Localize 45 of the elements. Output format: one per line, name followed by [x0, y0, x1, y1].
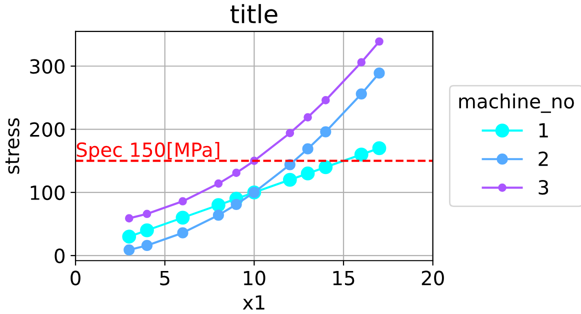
- point: [320, 126, 332, 138]
- point: [141, 240, 153, 252]
- point: [124, 244, 135, 256]
- point: [375, 37, 384, 46]
- point: [302, 143, 314, 154]
- point: [177, 227, 188, 238]
- point: [282, 172, 297, 187]
- point: [372, 141, 386, 156]
- point: [230, 198, 242, 210]
- ref-line-label: Spec 150[MPa]: [76, 142, 220, 161]
- y-tick-label: 200: [30, 122, 65, 137]
- point: [357, 58, 366, 67]
- y-tick-label: 300: [30, 59, 65, 74]
- point: [142, 210, 152, 218]
- x-tick-label: 15: [333, 270, 354, 286]
- point: [212, 210, 224, 221]
- legend-label: 2: [538, 151, 548, 166]
- x-tick-label: 20: [422, 270, 444, 286]
- point: [178, 197, 187, 206]
- legend-label: 3: [538, 180, 548, 195]
- point: [122, 230, 136, 244]
- point: [354, 148, 368, 162]
- y-axis-title: stress: [5, 118, 20, 174]
- point: [321, 96, 330, 104]
- point: [356, 88, 367, 100]
- legend-label: 1: [539, 123, 548, 138]
- point: [286, 128, 294, 138]
- x-tick-label: 0: [70, 270, 80, 286]
- point: [176, 210, 190, 225]
- point: [318, 160, 333, 174]
- x-tick-label: 5: [160, 270, 170, 286]
- chart-title: title: [230, 4, 278, 24]
- point: [212, 198, 226, 212]
- y-tick-label: 0: [54, 248, 65, 264]
- point: [124, 214, 134, 222]
- point: [232, 168, 240, 178]
- x-axis-title: x1: [242, 295, 264, 310]
- point: [304, 113, 312, 122]
- x-tick-label: 10: [244, 270, 266, 286]
- legend-title: machine_no: [459, 94, 574, 113]
- point: [300, 166, 315, 180]
- point: [140, 223, 154, 238]
- point: [374, 68, 385, 79]
- point: [214, 179, 223, 188]
- y-tick-label: 100: [30, 185, 65, 200]
